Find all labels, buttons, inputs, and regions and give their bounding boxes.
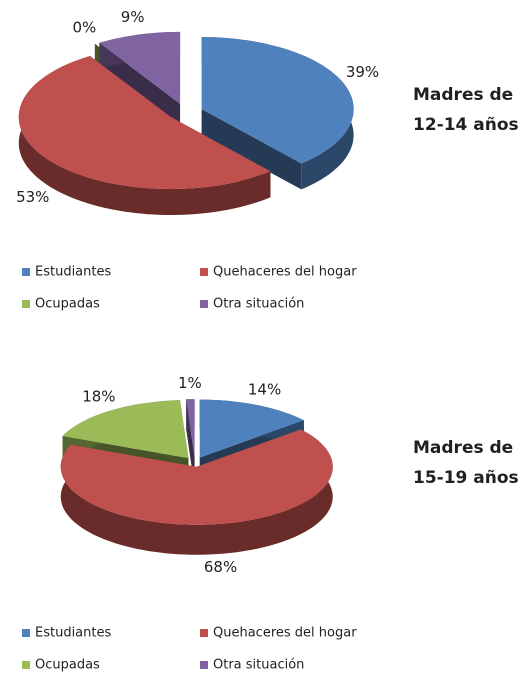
value-label: 1% (178, 374, 202, 392)
pie-slice (18, 56, 271, 189)
value-label: 0% (72, 18, 96, 36)
value-label: 9% (121, 8, 145, 26)
slice-side (60, 429, 333, 555)
pie-slice (99, 31, 181, 104)
legend-swatch (22, 300, 30, 308)
legend-swatch (22, 661, 30, 669)
legend-label: Ocupadas (35, 658, 100, 673)
legend-swatch (22, 268, 30, 276)
legend-swatch (200, 629, 208, 637)
pie-slice (201, 37, 354, 164)
value-label: 68% (204, 558, 237, 576)
pie-slice (94, 43, 176, 105)
legend-swatch (200, 661, 208, 669)
pie-slice (186, 399, 195, 458)
legend-label: Estudiantes (35, 626, 111, 641)
chart-title: Madres de (413, 85, 513, 105)
slice-side (201, 109, 302, 190)
legend-label: Estudiantes (35, 265, 111, 280)
pie-slice (199, 399, 304, 458)
chart-title: Madres de (413, 438, 513, 458)
legend-swatch (200, 300, 208, 308)
value-label: 39% (346, 63, 379, 81)
slice-side (18, 56, 271, 215)
value-label: 14% (248, 381, 281, 399)
pie-slice (62, 400, 189, 459)
legend-label: Otra situación (213, 658, 304, 673)
legend-swatch (200, 268, 208, 276)
slice-side (99, 42, 181, 130)
pie-slice (60, 429, 333, 525)
legend-label: Otra situación (213, 297, 304, 312)
chart-title: 15-19 años (413, 468, 519, 488)
chart-title: 12-14 años (413, 115, 519, 135)
value-label: 53% (16, 188, 49, 206)
value-label: 18% (82, 387, 115, 405)
legend-label: Quehaceres del hogar (213, 626, 357, 641)
legend-swatch (22, 629, 30, 637)
legend-label: Quehaceres del hogar (213, 265, 357, 280)
legend-label: Ocupadas (35, 297, 100, 312)
